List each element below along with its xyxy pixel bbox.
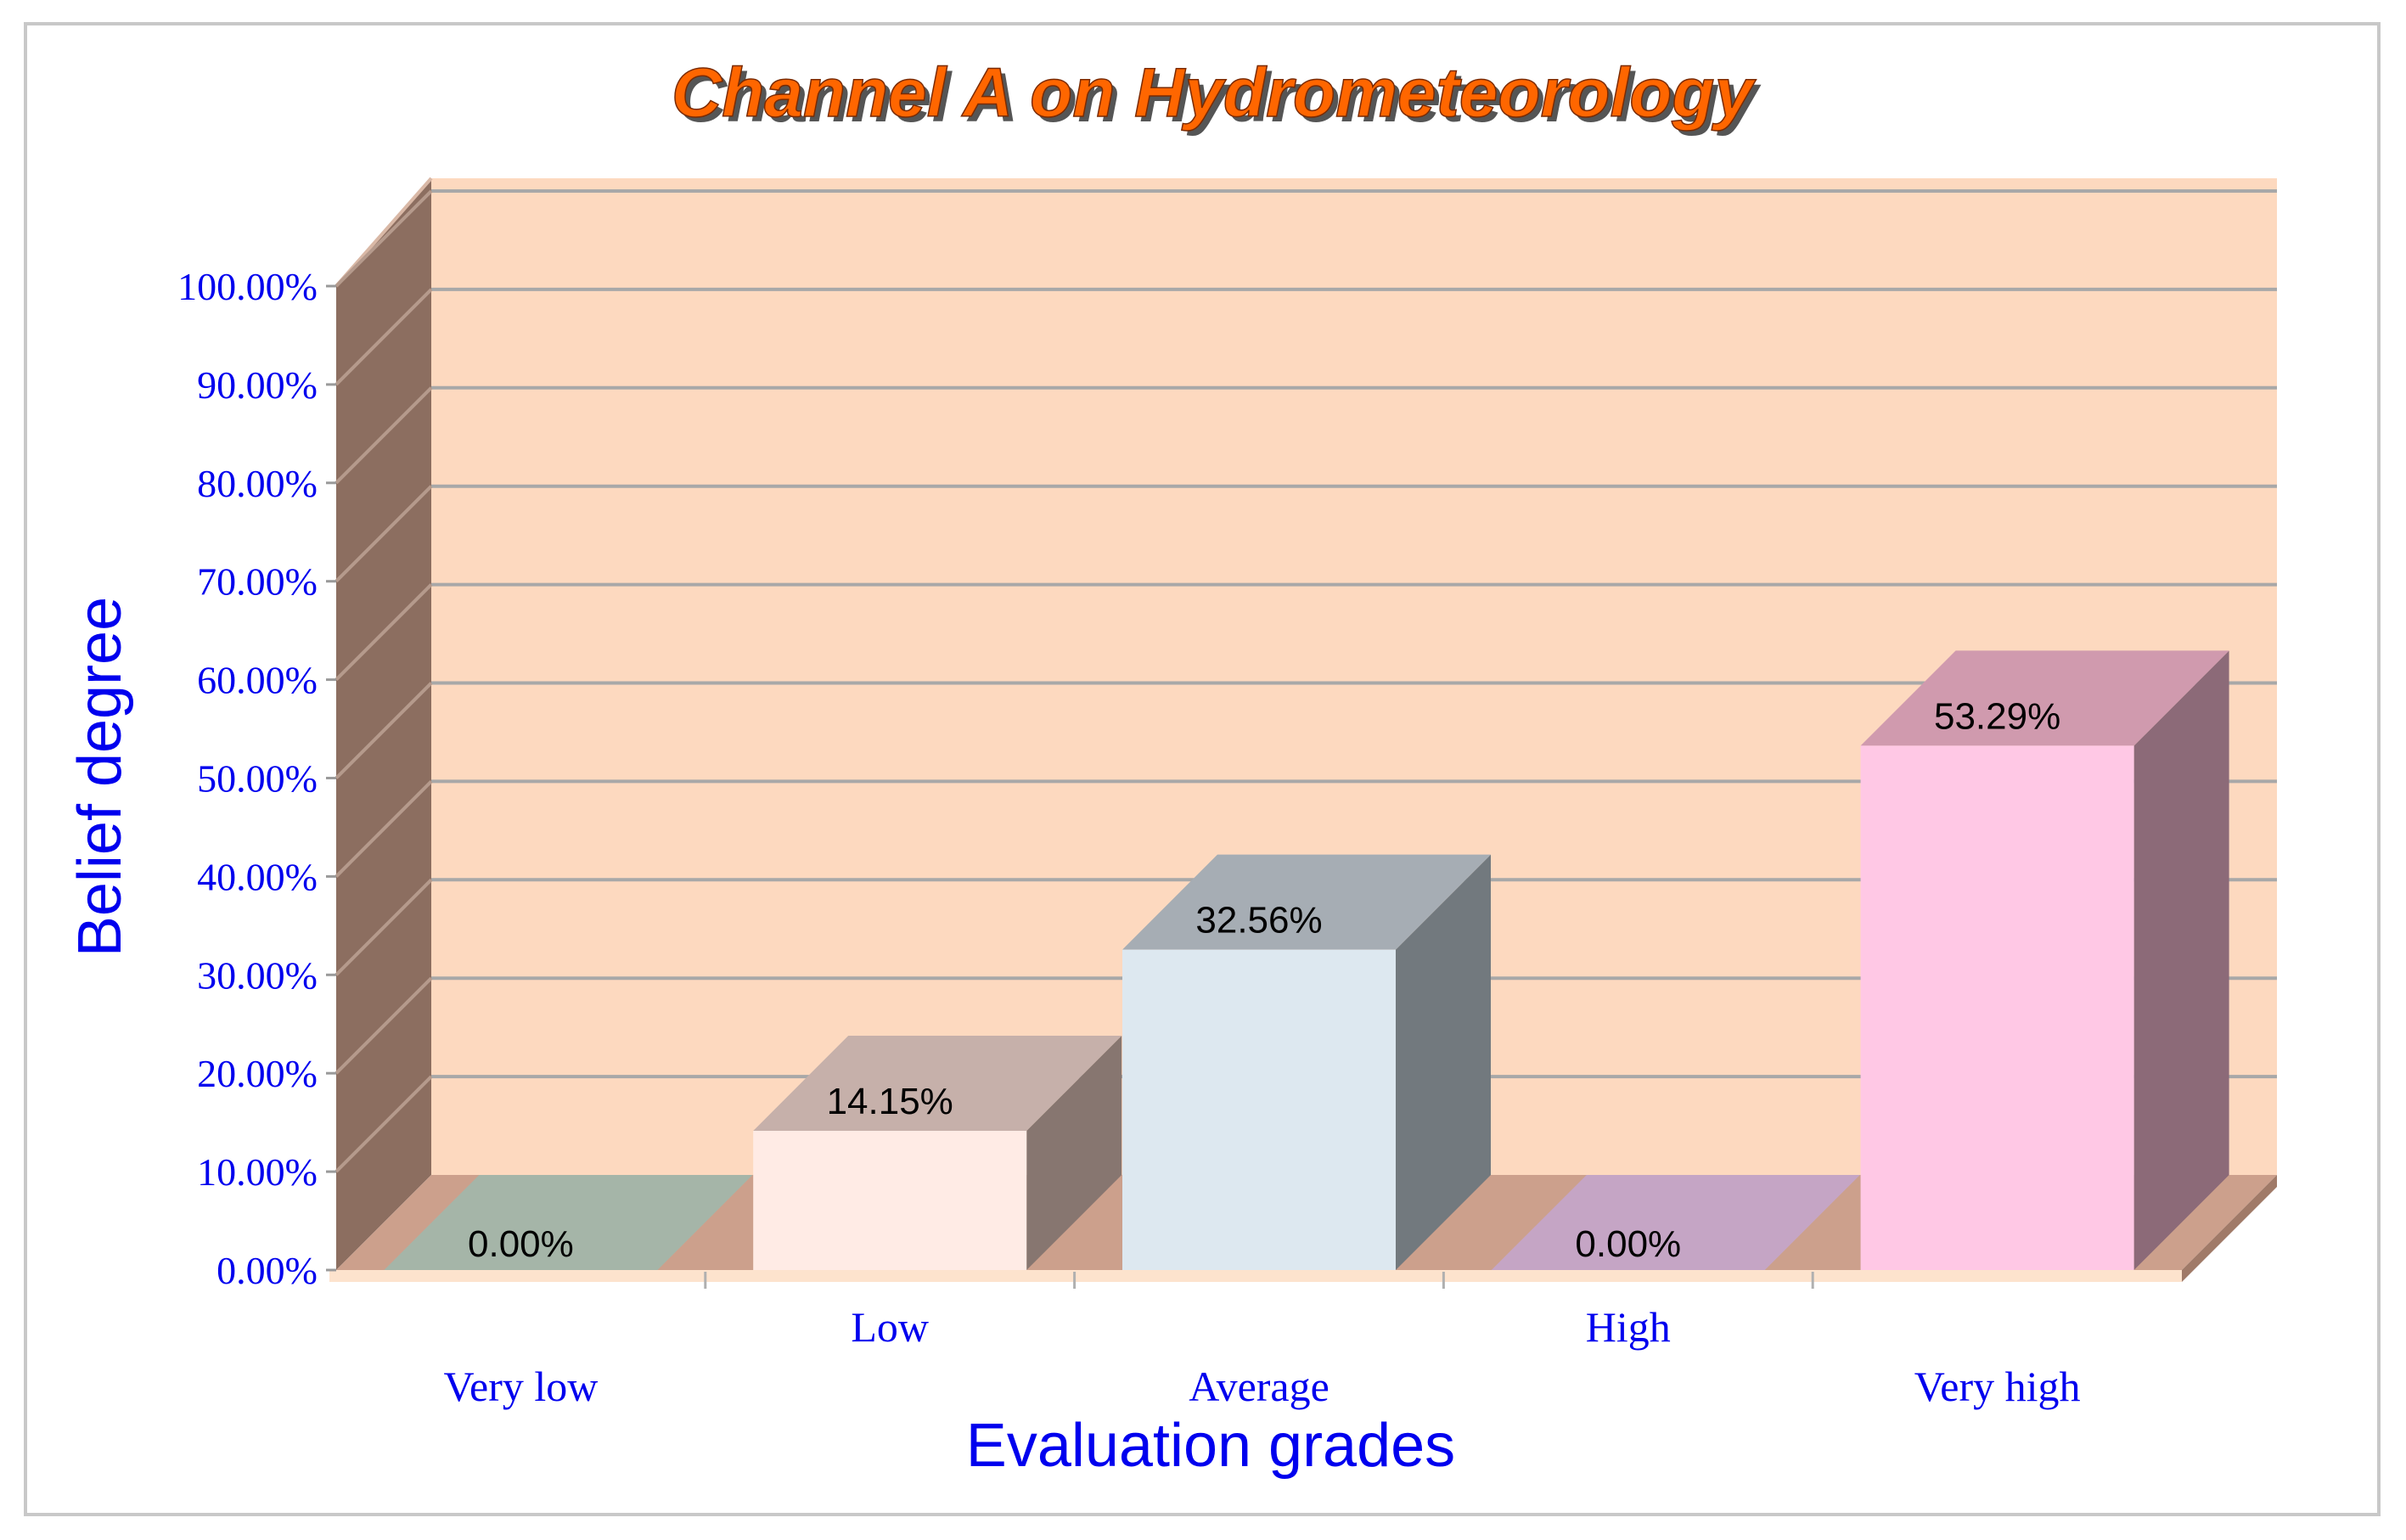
y-tick-label: 10.00%: [197, 1150, 318, 1194]
gridline-side: [334, 485, 433, 583]
bar-top: [753, 1036, 1122, 1132]
y-tick-label: 100.00%: [177, 265, 318, 308]
bar-top: [1491, 1175, 1860, 1270]
gridline-side: [334, 189, 433, 288]
x-tick-label: Average: [1189, 1363, 1329, 1410]
bars: [384, 650, 2229, 1270]
y-tick-label: 90.00%: [197, 363, 318, 407]
floor-right-edge: [2182, 1175, 2277, 1282]
chart-title: Channel A on Hydrometeorology: [672, 54, 1757, 132]
gridline-side: [334, 976, 433, 1075]
y-tick-label: 70.00%: [197, 560, 318, 604]
x-axis-title: Evaluation grades: [966, 1412, 1455, 1480]
y-tick-label: 60.00%: [197, 659, 318, 702]
bar-chart: Channel A on Hydrometeorology Channel A …: [66, 53, 2277, 1480]
bar-low: [753, 1036, 1122, 1270]
bar-top: [1122, 854, 1491, 950]
bar-top: [384, 1175, 753, 1270]
bar-front: [753, 1131, 1027, 1270]
gridline-side: [334, 878, 433, 976]
x-tick-label: Low: [851, 1303, 929, 1351]
back-wall: [431, 178, 2277, 1175]
bar-front: [1860, 745, 2134, 1270]
y-axis-title: Belief degree: [66, 597, 134, 957]
bar-side: [1396, 854, 1491, 1270]
floor-front-edge: [329, 1270, 2182, 1282]
x-tick-label: Very high: [1914, 1363, 2081, 1410]
bar-top: [1860, 650, 2229, 746]
bar-average: [1122, 854, 1491, 1270]
data-label: 14.15%: [827, 1081, 953, 1122]
bar-very-low: [384, 1175, 753, 1270]
y-tick-label: 20.00%: [197, 1052, 318, 1095]
data-label: 0.00%: [1575, 1223, 1681, 1265]
gridline-side: [334, 288, 433, 386]
gridline-side: [334, 682, 433, 779]
bar-side: [1026, 1036, 1122, 1270]
data-label: 0.00%: [468, 1223, 574, 1265]
chart-title-shadow: Channel A on Hydrometeorology: [677, 59, 1762, 137]
bar-high: [1491, 1175, 1860, 1270]
gridline-side: [334, 779, 433, 878]
bar-side: [2133, 650, 2229, 1270]
data-label: 53.29%: [1934, 695, 2060, 737]
x-axis-ticks: Very low Low Average High Very high: [443, 1272, 2081, 1410]
y-tick-label: 0.00%: [216, 1249, 318, 1292]
y-tick-label: 30.00%: [197, 953, 318, 997]
bar-very-high: [1860, 650, 2229, 1270]
data-label: 32.56%: [1195, 900, 1322, 941]
chart-title-group: Channel A on Hydrometeorology Channel A …: [671, 53, 1762, 137]
y-tick-label: 50.00%: [197, 757, 318, 801]
x-tick-label: High: [1586, 1303, 1671, 1351]
y-tick-label: 80.00%: [197, 462, 318, 505]
bar-front: [1122, 949, 1396, 1270]
gridline-side: [334, 1075, 433, 1173]
chart-frame: Channel A on Hydrometeorology Channel A …: [24, 22, 2381, 1516]
y-axis-ticks: 0.00% 10.00% 20.00% 30.00% 40.00% 50.00% 60.00…: [177, 265, 336, 1292]
side-wall: [336, 178, 431, 1270]
y-tick-label: 40.00%: [197, 855, 318, 898]
x-tick-label: Very low: [443, 1363, 598, 1410]
gridline-side: [334, 386, 433, 485]
data-labels: 0.00% 14.15% 32.56% 0.00% 53.29%: [468, 695, 2060, 1265]
gridline-side: [334, 583, 433, 682]
